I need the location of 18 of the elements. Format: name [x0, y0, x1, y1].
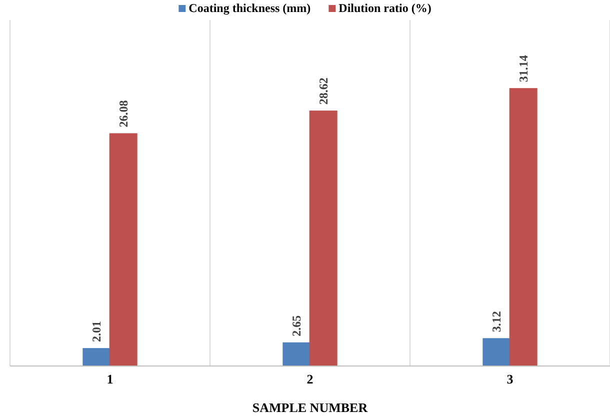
- bar: [309, 110, 338, 366]
- data-label: 26.08: [116, 100, 130, 128]
- legend-label: Coating thickness (mm): [188, 1, 311, 15]
- data-label: 3.12: [490, 311, 504, 332]
- data-label: 2.65: [290, 315, 304, 336]
- bar: [82, 348, 111, 366]
- data-label: 2.01: [90, 321, 104, 342]
- x-tick-label: 3: [506, 371, 514, 386]
- x-tick-label: 1: [106, 371, 114, 386]
- x-tick-label: 2: [306, 371, 314, 386]
- x-axis-title: SAMPLE NUMBER: [252, 400, 368, 415]
- bar: [282, 342, 311, 366]
- bar: [509, 88, 538, 366]
- data-label: 31.14: [516, 55, 530, 82]
- bar: [482, 338, 511, 366]
- data-label: 28.62: [316, 78, 330, 105]
- bar: [109, 133, 138, 366]
- legend-label: Dilution ratio (%): [338, 1, 432, 15]
